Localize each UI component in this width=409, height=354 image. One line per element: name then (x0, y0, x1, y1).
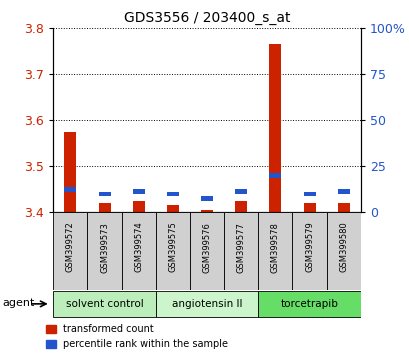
Bar (326, 212, 360, 290)
Text: GSM399572: GSM399572 (66, 222, 75, 273)
Title: GDS3556 / 203400_s_at: GDS3556 / 203400_s_at (124, 11, 290, 24)
Text: GSM399580: GSM399580 (338, 222, 347, 273)
Bar (64, 187, 76, 192)
Bar (235, 201, 247, 212)
Bar (269, 45, 281, 212)
Text: GSM399576: GSM399576 (202, 222, 211, 273)
Bar (166, 206, 178, 212)
Text: torcetrapib: torcetrapib (280, 299, 338, 309)
Bar (121, 212, 155, 290)
Bar (133, 189, 144, 194)
Bar (337, 189, 349, 194)
Bar (189, 212, 224, 290)
Bar (133, 201, 144, 212)
Text: solvent control: solvent control (65, 299, 143, 309)
Bar (337, 203, 349, 212)
Bar (87, 212, 121, 290)
Text: GSM399575: GSM399575 (168, 222, 177, 273)
Bar (53, 212, 87, 290)
Bar (155, 212, 189, 290)
Bar (155, 291, 258, 317)
Bar (64, 132, 76, 212)
Bar (224, 212, 258, 290)
Bar (200, 196, 213, 201)
Bar (269, 173, 281, 178)
Text: GSM399578: GSM399578 (270, 222, 279, 273)
Bar (98, 192, 110, 196)
Bar (200, 210, 213, 212)
Bar (303, 192, 315, 196)
Bar (166, 192, 178, 196)
Text: GSM399574: GSM399574 (134, 222, 143, 273)
Bar (303, 203, 315, 212)
Bar (235, 189, 247, 194)
Text: angiotensin II: angiotensin II (171, 299, 242, 309)
Bar (53, 291, 155, 317)
Legend: transformed count, percentile rank within the sample: transformed count, percentile rank withi… (46, 324, 228, 349)
Text: GSM399579: GSM399579 (304, 222, 313, 273)
Text: GSM399577: GSM399577 (236, 222, 245, 273)
Bar (292, 212, 326, 290)
Bar (98, 203, 110, 212)
Bar (258, 291, 360, 317)
Text: GSM399573: GSM399573 (100, 222, 109, 273)
Bar (258, 212, 292, 290)
Text: agent: agent (2, 298, 34, 308)
